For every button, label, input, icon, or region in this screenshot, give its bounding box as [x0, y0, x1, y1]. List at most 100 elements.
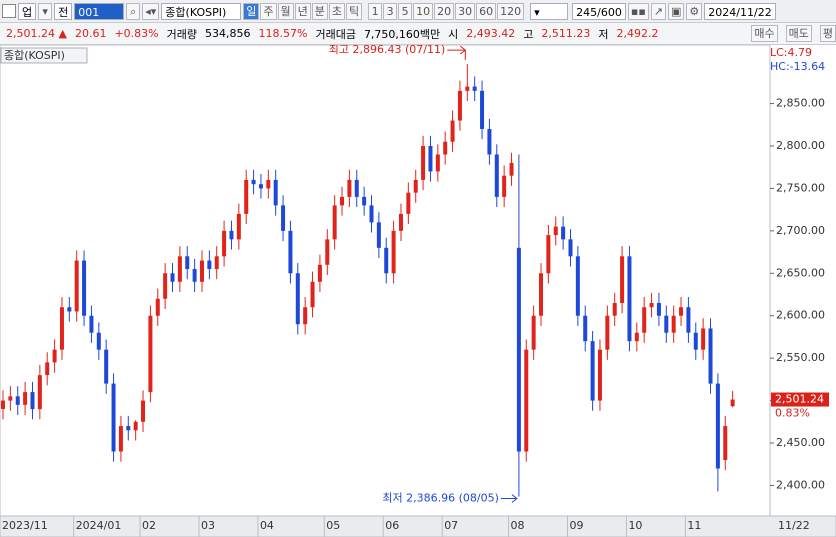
candle-body — [362, 196, 367, 206]
open: 2,493.42 — [466, 27, 516, 40]
candle-body — [185, 256, 190, 270]
search-button[interactable]: ⌕ — [126, 2, 141, 20]
sound-button[interactable]: ◂▾ — [142, 2, 160, 20]
candle-body — [384, 247, 389, 274]
y-tick-label: 2,550.00 — [776, 351, 825, 364]
candle-body — [207, 260, 212, 270]
candle-body — [421, 145, 426, 180]
interval-button[interactable]: 1 — [368, 2, 383, 20]
high-label: 고 — [523, 27, 534, 41]
y-tick-label: 2,700.00 — [776, 224, 825, 237]
volume-ratio: 118.57% — [258, 27, 308, 40]
candle-body — [509, 162, 514, 176]
volume-label: 거래량 — [166, 27, 197, 41]
candle-body — [590, 341, 595, 401]
candle-body — [148, 315, 153, 393]
period-button[interactable]: 분 — [311, 2, 328, 20]
candle-body — [583, 315, 588, 342]
candle-body — [30, 392, 35, 410]
candle-body — [266, 179, 271, 189]
interval-button[interactable]: 3 — [383, 2, 398, 20]
dropdown[interactable]: ▾ — [38, 2, 53, 20]
volume: 534,856 — [205, 27, 251, 40]
save-button[interactable]: ▣ — [668, 2, 685, 20]
candle-body — [170, 273, 175, 282]
candle-body — [288, 230, 293, 274]
code-input[interactable]: 001 — [74, 2, 125, 20]
count: 245/600 — [572, 2, 626, 20]
date-axis — [0, 515, 836, 537]
price: 2,501.24 ▲ — [6, 27, 67, 40]
settings-button[interactable]: ⚙ — [686, 2, 703, 20]
x-tick-label: 2024/01 — [76, 519, 122, 532]
x-tick-label: 08 — [511, 519, 525, 532]
candle-body — [443, 141, 448, 155]
period-button[interactable]: 년 — [294, 2, 311, 20]
candle-body — [413, 179, 418, 193]
interval-button[interactable]: 30 — [455, 2, 476, 20]
menu-icon[interactable] — [2, 4, 16, 18]
candle-body — [118, 426, 123, 452]
date[interactable]: 2024/11/22 — [704, 2, 776, 20]
candle-body — [310, 281, 315, 308]
candle-body — [465, 86, 470, 91]
candle-body — [435, 154, 440, 172]
low: 2,492.2 — [616, 27, 659, 40]
candle-body — [133, 421, 138, 431]
candle-body — [23, 392, 28, 405]
tool-button[interactable]: ▪▪ — [627, 2, 649, 20]
y-tick-label: 2,750.00 — [776, 181, 825, 194]
candle-body — [82, 260, 87, 316]
candle-body — [229, 230, 234, 240]
chart: 종합(KOSPI) LC:4.79 HC:-13.64 2,400.00 2,45… — [0, 45, 836, 537]
candle-body — [701, 328, 706, 350]
lc-label: LC:4.79 — [770, 46, 812, 59]
x-tick-label: 05 — [326, 519, 340, 532]
y-tick-label: 2,850.00 — [776, 97, 825, 110]
candle-body — [317, 264, 322, 282]
period-button[interactable]: 월 — [277, 2, 294, 20]
interval-button[interactable]: 5 — [398, 2, 413, 20]
x-tick-label: 10 — [628, 519, 642, 532]
last-price-box — [771, 392, 829, 407]
candle-body — [236, 213, 241, 240]
candle-body — [516, 247, 521, 452]
y-tick-label: 2,400.00 — [776, 478, 825, 491]
buy-button[interactable]: 매수 — [751, 25, 778, 42]
candle-body — [480, 90, 485, 130]
candle-body — [649, 302, 654, 308]
candle-body — [627, 256, 632, 342]
candle-body — [693, 332, 698, 350]
interval-button[interactable]: 60 — [476, 2, 497, 20]
interval-button[interactable]: 120 — [497, 2, 525, 20]
avg-button[interactable]: 평 — [819, 25, 836, 42]
y-tick-label: 2,450.00 — [776, 436, 825, 449]
candle-body — [258, 184, 263, 189]
period-button[interactable]: 주 — [260, 2, 277, 20]
candle-body — [295, 273, 300, 325]
sell-button[interactable]: 매도 — [785, 25, 812, 42]
tool-button[interactable]: ↗ — [650, 2, 667, 20]
market[interactable]: 업 — [18, 2, 37, 20]
period-button[interactable]: 틱 — [346, 2, 363, 20]
quote-bar: 2,501.24 ▲ 20.61 +0.83% 거래량 534,856 118.… — [0, 23, 836, 45]
interval-button[interactable]: 20 — [434, 2, 455, 20]
high-annotation: 최고 2,896.43 (07/11) — [329, 45, 446, 56]
candle-body — [708, 328, 713, 384]
x-tick-label: 02 — [142, 519, 156, 532]
hc-label: HC:-13.64 — [770, 60, 825, 73]
interval-dropdown[interactable]: ▾ — [530, 2, 569, 20]
period-button[interactable]: 일 — [243, 2, 260, 20]
candle-body — [546, 235, 551, 274]
interval-button[interactable]: 10 — [413, 2, 434, 20]
scope[interactable]: 전 — [54, 2, 73, 20]
candle-body — [539, 273, 544, 316]
period-button[interactable]: 초 — [328, 2, 346, 20]
x-tick-label: 11 — [687, 519, 701, 532]
candle-body — [59, 307, 64, 350]
candle-body — [457, 90, 462, 121]
series-label-box — [0, 47, 88, 64]
